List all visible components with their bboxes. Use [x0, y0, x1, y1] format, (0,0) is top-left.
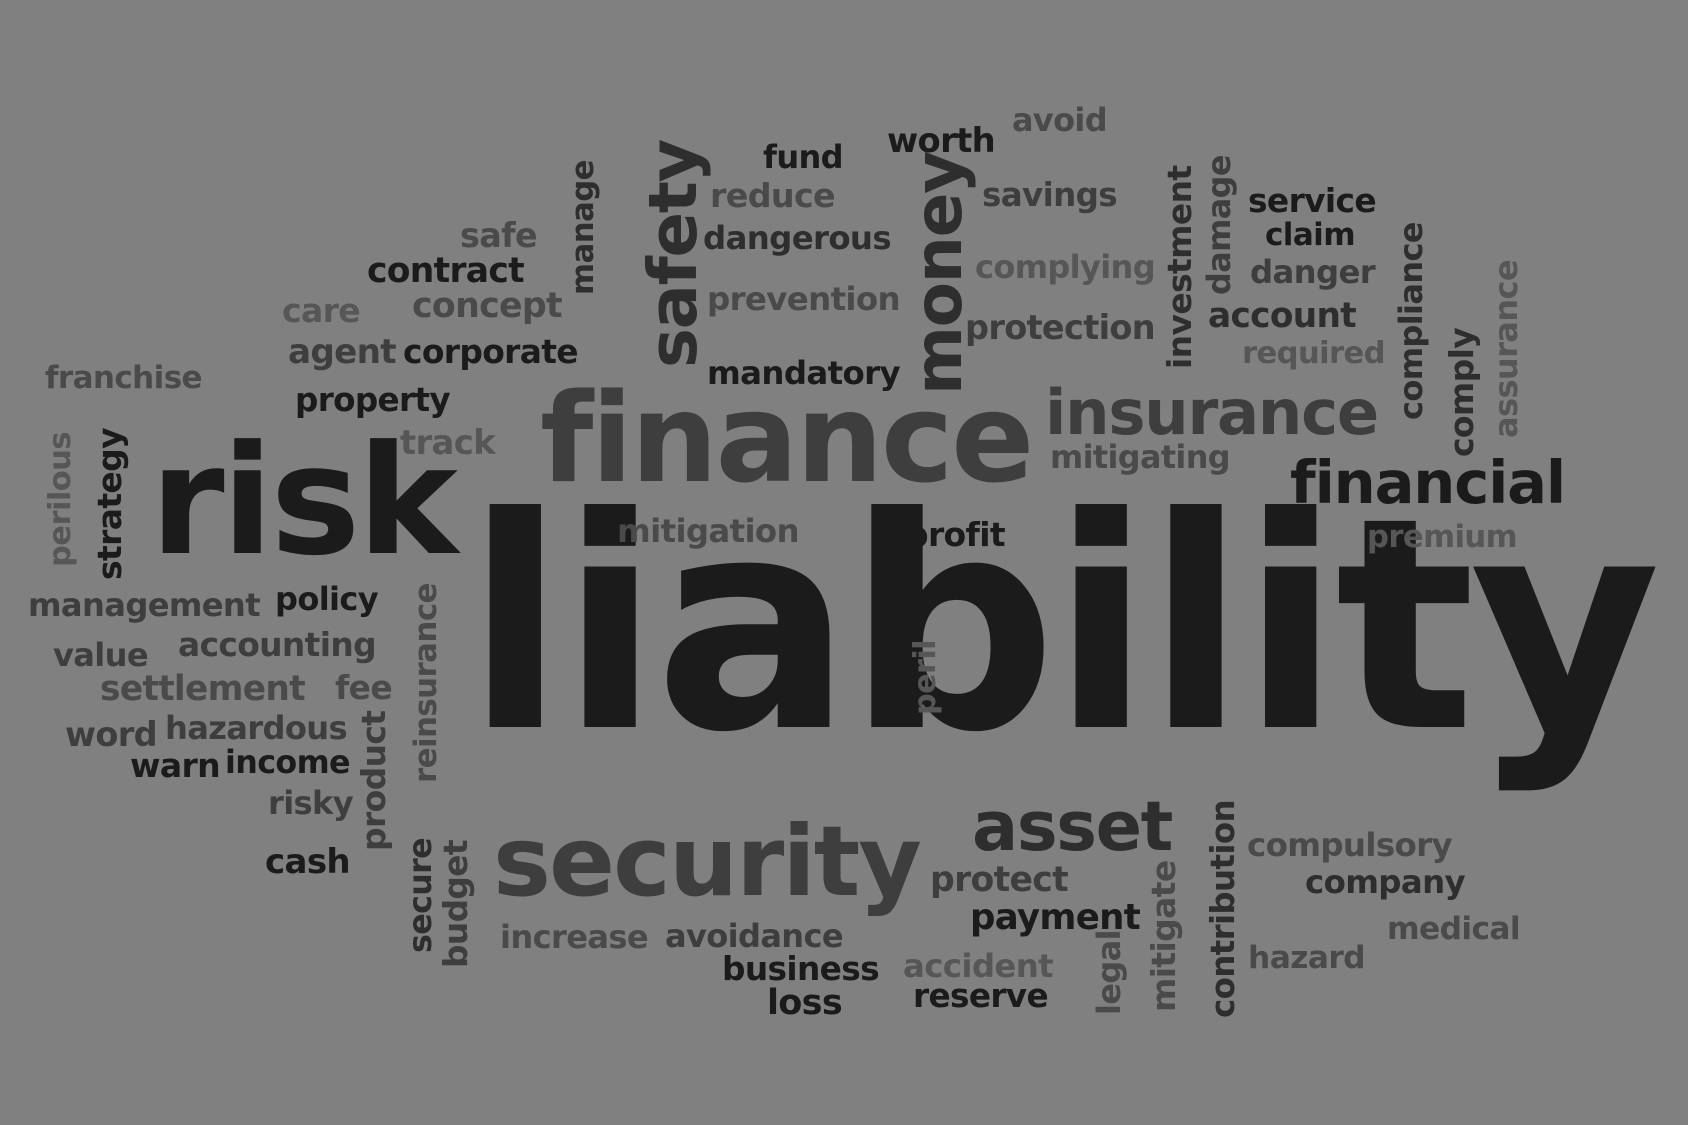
word-hazard: hazard [1248, 940, 1366, 977]
word-mitigate: mitigate [1144, 860, 1183, 1012]
word-avoid: avoid [1012, 101, 1108, 140]
word-loss: loss [767, 982, 843, 1024]
word-management: management [28, 585, 261, 624]
word-increase: increase [500, 917, 649, 956]
word-word: word [65, 715, 158, 755]
word-reinsurance: reinsurance [408, 583, 445, 783]
word-required: required [1242, 335, 1386, 371]
word-warn: warn [130, 746, 221, 786]
word-contribution: contribution [1204, 800, 1243, 1018]
word-investment: investment [1160, 165, 1199, 370]
word-policy: policy [275, 579, 379, 618]
word-medical: medical [1387, 911, 1521, 948]
word-prevention: prevention [707, 279, 901, 318]
word-settlement: settlement [100, 668, 306, 709]
word-fund: fund [763, 137, 844, 176]
word-care: care [282, 291, 361, 331]
word-concept: concept [412, 285, 563, 326]
word-liability: liability [465, 456, 1661, 798]
word-risk: risk [150, 413, 458, 590]
word-dangerous: dangerous [703, 218, 892, 257]
word-franchise: franchise [45, 360, 203, 397]
word-cash: cash [265, 841, 351, 882]
word-complying: complying [975, 247, 1156, 286]
word-payment: payment [970, 897, 1141, 939]
word-property: property [295, 380, 451, 419]
word-strategy: strategy [90, 428, 129, 581]
word-avoidance: avoidance [665, 916, 844, 955]
word-claim: claim [1265, 217, 1356, 254]
word-track: track [400, 423, 496, 463]
word-assurance: assurance [1487, 260, 1526, 438]
word-mandatory: mandatory [707, 353, 901, 392]
word-legal: legal [1090, 930, 1129, 1015]
word-protect: protect [930, 859, 1069, 900]
word-service: service [1248, 180, 1377, 220]
word-mitigation: mitigation [617, 511, 800, 550]
word-protection: protection [965, 308, 1156, 348]
word-reduce: reduce [710, 176, 836, 216]
word-worth: worth [887, 121, 996, 161]
word-financial: financial [1290, 448, 1566, 518]
word-hazardous: hazardous [165, 708, 348, 747]
word-asset: asset [972, 786, 1173, 867]
word-perilous: perilous [43, 432, 79, 567]
word-agent: agent [288, 331, 397, 372]
word-risky: risky [268, 783, 354, 822]
word-accounting: accounting [178, 624, 377, 664]
word-money: money [899, 152, 977, 395]
word-budget: budget [437, 840, 476, 968]
word-fee: fee [335, 667, 393, 707]
word-security: security [493, 805, 922, 919]
word-safety: safety [634, 140, 713, 368]
word-profit: profit [905, 514, 1006, 554]
word-damage: damage [1199, 155, 1238, 295]
word-account: account [1208, 295, 1357, 336]
word-compliance: compliance [1392, 222, 1431, 420]
word-manage: manage [565, 160, 602, 295]
word-corporate: corporate [403, 331, 579, 371]
word-contract: contract [367, 250, 525, 291]
word-peril: peril [908, 640, 944, 715]
word-danger: danger [1250, 252, 1376, 291]
word-comply: comply [1442, 327, 1481, 457]
word-secure: secure [402, 838, 439, 953]
word-reserve: reserve [913, 976, 1049, 1015]
word-mitigating: mitigating [1050, 438, 1231, 477]
word-value: value [53, 635, 149, 674]
word-product: product [354, 710, 393, 851]
word-compulsory: compulsory [1247, 825, 1453, 864]
word-finance: finance [540, 366, 1034, 510]
word-accident: accident [903, 946, 1054, 985]
word-company: company [1305, 862, 1466, 901]
word-safe: safe [460, 216, 538, 256]
word-income: income [225, 745, 351, 782]
word-business: business [722, 949, 880, 988]
word-insurance: insurance [1045, 375, 1379, 449]
word-savings: savings [982, 175, 1118, 214]
word-premium: premium [1367, 519, 1518, 555]
